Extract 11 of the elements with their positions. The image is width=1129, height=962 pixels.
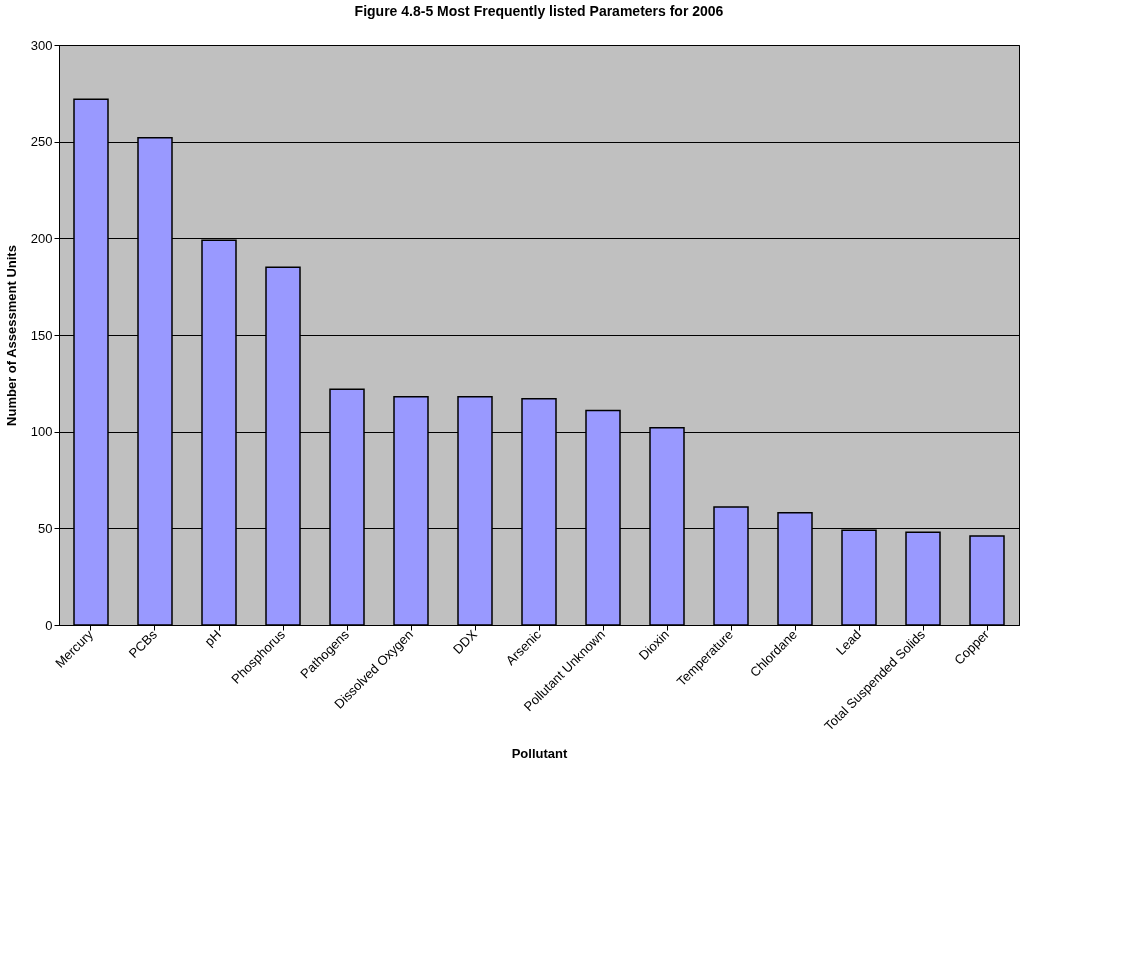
y-tick-label: 300 <box>30 37 53 53</box>
y-tick-label: 150 <box>30 327 53 343</box>
y-tick-label: 50 <box>38 520 53 536</box>
x-axis-title: Pollutant <box>511 745 568 761</box>
y-tick-label: 200 <box>30 230 53 246</box>
chart-title: Figure 4.8-5 Most Frequently listed Parameters for 2006 <box>354 3 724 19</box>
y-tick-label: 100 <box>30 424 53 440</box>
y-axis-title: Number of Assessment Units <box>3 245 19 426</box>
x-tick-label: pH <box>201 626 224 650</box>
y-tick-label: 0 <box>45 617 53 633</box>
y-tick-label: 250 <box>30 134 53 150</box>
